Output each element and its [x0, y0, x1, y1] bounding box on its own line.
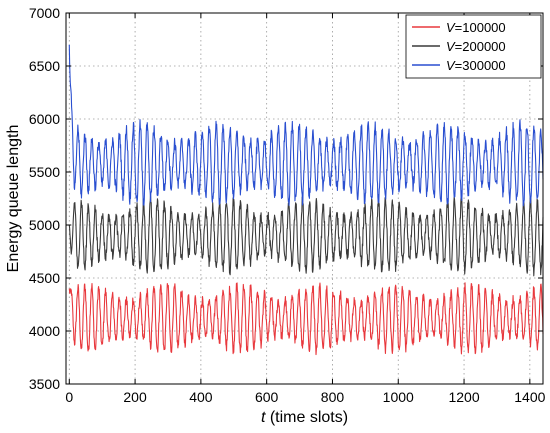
series-layer — [68, 44, 544, 356]
x-axis-label: t (time slots) — [261, 409, 348, 426]
y-tick-label: 3500 — [29, 376, 60, 392]
series-line-3 — [68, 44, 544, 207]
legend-label-variable: V — [446, 58, 456, 73]
legend-label-variable: V — [446, 20, 456, 35]
x-axis-label-variable: t — [261, 409, 266, 426]
x-tick-label: 600 — [255, 389, 279, 405]
y-tick-label: 6500 — [29, 58, 60, 74]
axis-tick-labels: 0 200 400 600 800 1000 1200 1400 3500 4000 4500 500… — [29, 5, 546, 405]
y-tick-label: 5000 — [29, 217, 60, 233]
series-line-2 — [68, 195, 544, 277]
legend-label-value: =200000 — [455, 39, 506, 54]
legend-label-value: =100000 — [455, 20, 506, 35]
y-tick-label: 4000 — [29, 323, 60, 339]
legend-label-value: =300000 — [455, 58, 506, 73]
y-tick-label: 4500 — [29, 270, 60, 286]
series-line-1 — [68, 282, 544, 356]
y-axis-label: Energy queue length — [5, 125, 22, 273]
x-tick-label: 800 — [321, 389, 345, 405]
plot-frame — [65, 12, 544, 385]
legend-label: V=300000 — [446, 58, 506, 73]
axis-ticks — [66, 12, 543, 385]
y-tick-label: 7000 — [29, 5, 60, 21]
legend-label: V=100000 — [446, 20, 506, 35]
legend-label-variable: V — [446, 39, 456, 54]
legend-label: V=200000 — [446, 39, 506, 54]
y-tick-label: 6000 — [29, 111, 60, 127]
x-tick-label: 1000 — [383, 389, 414, 405]
x-tick-label: 400 — [189, 389, 213, 405]
y-tick-label: 5500 — [29, 164, 60, 180]
x-tick-label: 0 — [65, 389, 73, 405]
x-tick-label: 1400 — [514, 389, 545, 405]
x-tick-label: 1200 — [448, 389, 479, 405]
x-axis-label-text: (time slots) — [265, 409, 348, 426]
x-tick-label: 200 — [123, 389, 147, 405]
